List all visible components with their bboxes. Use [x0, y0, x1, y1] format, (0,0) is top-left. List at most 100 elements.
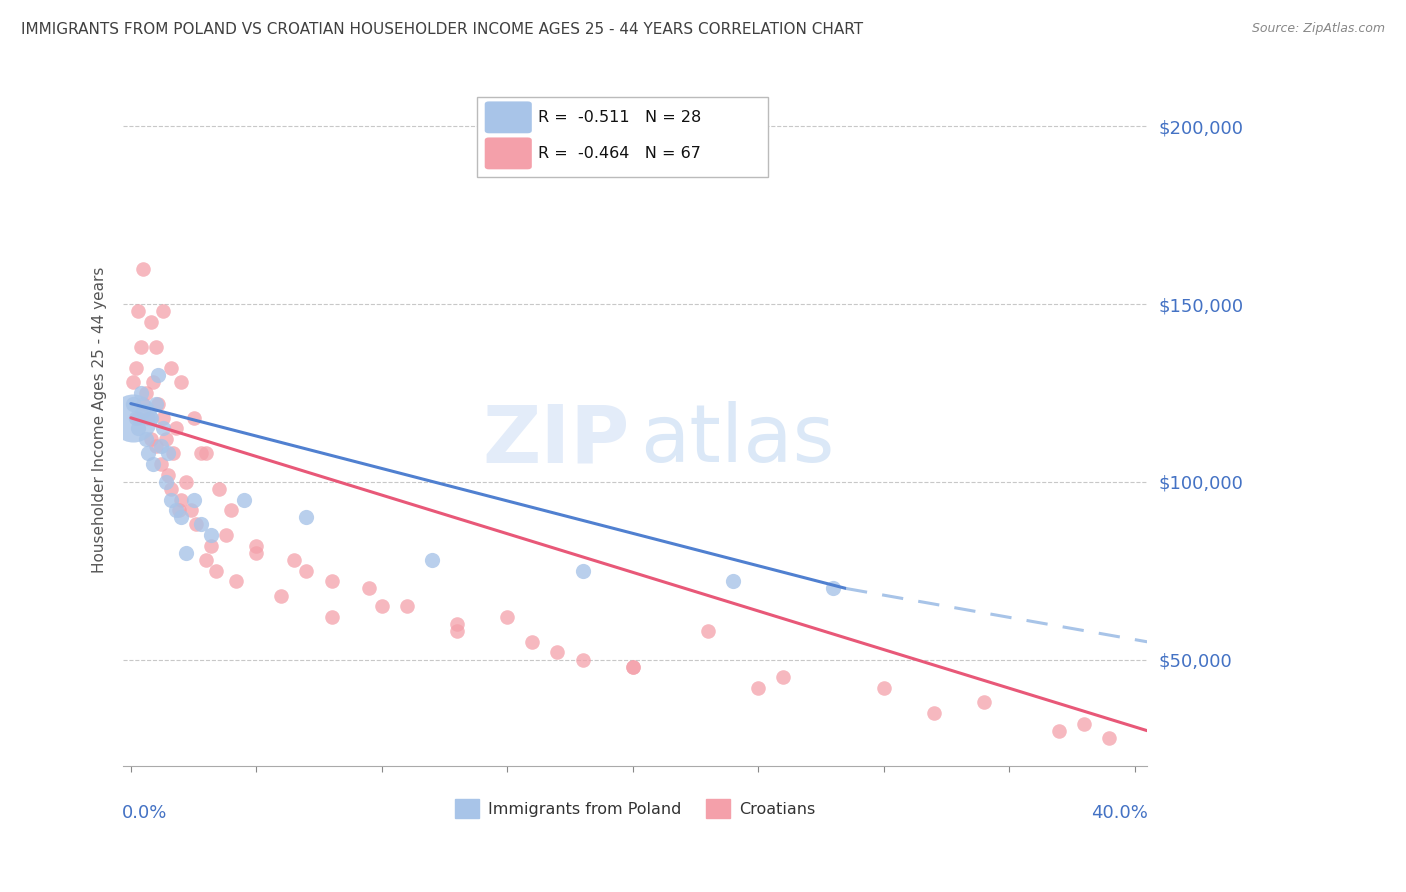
Point — [321, 610, 343, 624]
Point — [157, 467, 180, 482]
Point — [160, 492, 183, 507]
Point — [295, 564, 318, 578]
Point — [121, 410, 143, 425]
Point — [245, 546, 267, 560]
Point — [208, 482, 231, 496]
Point — [152, 304, 174, 318]
Point — [139, 410, 162, 425]
Point — [165, 421, 187, 435]
Text: atlas: atlas — [640, 401, 835, 479]
Text: Source: ZipAtlas.com: Source: ZipAtlas.com — [1251, 22, 1385, 36]
Point — [446, 617, 468, 632]
Point — [283, 553, 305, 567]
Point — [571, 564, 593, 578]
Point — [205, 564, 228, 578]
Point — [195, 446, 218, 460]
Point — [215, 528, 238, 542]
Point — [395, 599, 418, 614]
Y-axis label: Householder Income Ages 25 - 44 years: Householder Income Ages 25 - 44 years — [93, 267, 107, 573]
Point — [152, 410, 174, 425]
Point — [145, 396, 167, 410]
Point — [138, 410, 160, 425]
Point — [1073, 716, 1095, 731]
Point — [195, 553, 218, 567]
Text: ZIP: ZIP — [482, 401, 630, 479]
Point — [571, 652, 593, 666]
Point — [183, 492, 205, 507]
Point — [200, 528, 222, 542]
Point — [129, 340, 152, 354]
Point — [180, 503, 202, 517]
Point — [125, 361, 148, 376]
Point — [132, 396, 155, 410]
Text: R =  -0.464   N = 67: R = -0.464 N = 67 — [538, 146, 700, 161]
Point — [160, 482, 183, 496]
Point — [321, 574, 343, 589]
Text: 40.0%: 40.0% — [1091, 805, 1149, 822]
FancyBboxPatch shape — [485, 102, 531, 133]
Point — [127, 304, 149, 318]
Point — [546, 645, 568, 659]
Point — [772, 670, 794, 684]
Point — [190, 446, 212, 460]
Point — [162, 446, 184, 460]
Point — [1098, 731, 1121, 745]
Point — [149, 457, 172, 471]
Point — [132, 261, 155, 276]
Point — [129, 386, 152, 401]
Point — [160, 361, 183, 376]
Point — [125, 410, 148, 425]
Text: 0.0%: 0.0% — [122, 805, 167, 822]
Point — [142, 457, 165, 471]
Point — [165, 503, 187, 517]
Point — [245, 539, 267, 553]
Point — [1047, 723, 1070, 738]
Point — [446, 624, 468, 639]
Point — [135, 432, 157, 446]
Point — [149, 439, 172, 453]
Point — [496, 610, 519, 624]
Point — [747, 681, 769, 695]
Point — [621, 659, 644, 673]
Point — [155, 475, 177, 489]
Point — [139, 315, 162, 329]
Point — [295, 510, 318, 524]
Point — [157, 446, 180, 460]
Point — [359, 582, 381, 596]
Point — [142, 376, 165, 390]
Point — [135, 386, 157, 401]
Point — [225, 574, 247, 589]
Point — [170, 492, 193, 507]
Point — [145, 439, 167, 453]
Point — [170, 376, 193, 390]
FancyBboxPatch shape — [477, 97, 768, 177]
Point — [721, 574, 744, 589]
Point — [145, 340, 167, 354]
Point — [823, 582, 845, 596]
Point — [232, 492, 254, 507]
Point — [170, 510, 193, 524]
Point — [200, 539, 222, 553]
Text: IMMIGRANTS FROM POLAND VS CROATIAN HOUSEHOLDER INCOME AGES 25 - 44 YEARS CORRELA: IMMIGRANTS FROM POLAND VS CROATIAN HOUSE… — [21, 22, 863, 37]
Point — [127, 421, 149, 435]
Point — [155, 432, 177, 446]
Point — [697, 624, 720, 639]
Point — [183, 410, 205, 425]
Point — [219, 503, 242, 517]
Point — [167, 503, 190, 517]
Point — [872, 681, 894, 695]
Point — [922, 706, 945, 720]
FancyBboxPatch shape — [485, 137, 531, 169]
Point — [148, 368, 170, 383]
Point — [522, 634, 544, 648]
Point — [270, 589, 292, 603]
Point — [174, 475, 197, 489]
Point — [621, 659, 644, 673]
Point — [132, 403, 155, 417]
Point — [122, 396, 145, 410]
Legend: Immigrants from Poland, Croatians: Immigrants from Poland, Croatians — [449, 793, 823, 824]
Point — [122, 376, 145, 390]
Text: R =  -0.511   N = 28: R = -0.511 N = 28 — [538, 110, 702, 125]
Point — [138, 446, 160, 460]
Point — [184, 517, 207, 532]
